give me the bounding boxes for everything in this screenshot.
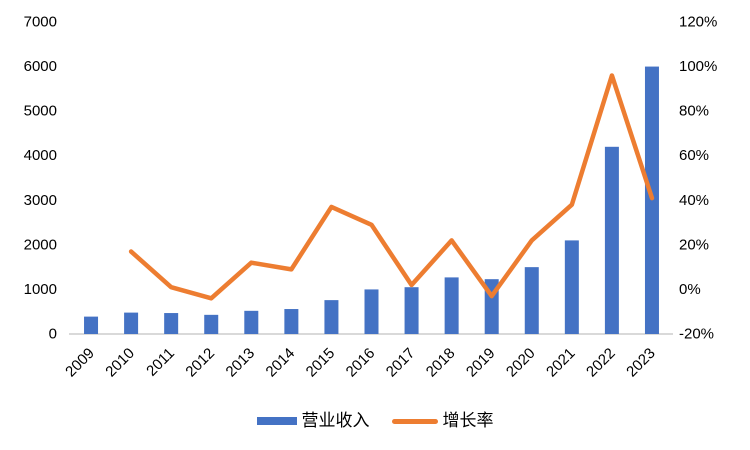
y-axis-left-tick-label: 4000 [24, 147, 57, 164]
y-axis-left-tick-label: 5000 [24, 103, 57, 120]
y-axis-left-tick-label: 7000 [24, 14, 57, 31]
chart-legend: 营业收入 增长率 [0, 406, 750, 436]
bar-2016 [364, 289, 379, 334]
x-axis-label-2017: 2017 [383, 345, 419, 381]
x-axis-label-2014: 2014 [263, 345, 299, 381]
x-axis-label-2010: 2010 [102, 345, 138, 381]
y-axis-right-tick-label: 120% [679, 14, 717, 31]
bar-2011 [164, 313, 179, 334]
x-axis-label-2023: 2023 [623, 345, 659, 381]
y-axis-right-tick-label: 60% [679, 147, 709, 164]
growth-line-swatch [391, 418, 438, 424]
y-axis-left-tick-label: 2000 [24, 236, 57, 253]
legend-item-revenue: 营业收入 [256, 410, 370, 431]
y-axis-left-tick-label: 6000 [24, 58, 57, 75]
y-axis-right-tick-label: -20% [679, 326, 714, 343]
y-axis-left-tick-label: 3000 [24, 192, 57, 209]
x-axis-label-2020: 2020 [503, 345, 539, 381]
y-axis-right-tick-label: 40% [679, 192, 709, 209]
bar-2009 [84, 316, 99, 334]
x-axis-label-2012: 2012 [182, 345, 218, 381]
y-axis-right-tick-label: 20% [679, 236, 709, 253]
bar-2020 [524, 267, 539, 334]
y-axis-left-tick-label: 1000 [24, 281, 57, 298]
bar-2013 [244, 310, 259, 334]
revenue-bar-swatch [256, 417, 297, 425]
y-axis-right-tick-label: 80% [679, 103, 709, 120]
x-axis-label-2018: 2018 [423, 345, 459, 381]
bar-2017 [404, 287, 419, 334]
bar-2022 [604, 146, 619, 334]
x-axis-label-2011: 2011 [143, 345, 178, 380]
x-axis-label-2022: 2022 [583, 345, 619, 381]
bar-2015 [324, 300, 339, 334]
bar-2010 [124, 312, 139, 334]
x-axis-label-2009: 2009 [62, 345, 98, 381]
y-axis-right-tick-label: 100% [679, 58, 717, 75]
bar-2014 [284, 309, 299, 334]
growth-legend-label: 增长率 [442, 410, 494, 431]
legend-item-growth: 增长率 [391, 410, 494, 431]
y-axis-right-tick-label: 0% [679, 281, 701, 298]
x-axis-label-2016: 2016 [343, 345, 379, 381]
bar-2012 [204, 314, 219, 334]
growth-rate-line [128, 73, 655, 301]
y-axis-left-tick-label: 0 [49, 326, 57, 343]
x-axis-label-2015: 2015 [303, 345, 339, 381]
bar-2021 [564, 240, 579, 334]
revenue-legend-label: 营业收入 [301, 410, 370, 431]
x-axis-label-2019: 2019 [463, 345, 499, 381]
bar-2018 [444, 277, 459, 334]
x-axis-label-2013: 2013 [223, 345, 259, 381]
x-axis-label-2021: 2021 [543, 345, 579, 381]
